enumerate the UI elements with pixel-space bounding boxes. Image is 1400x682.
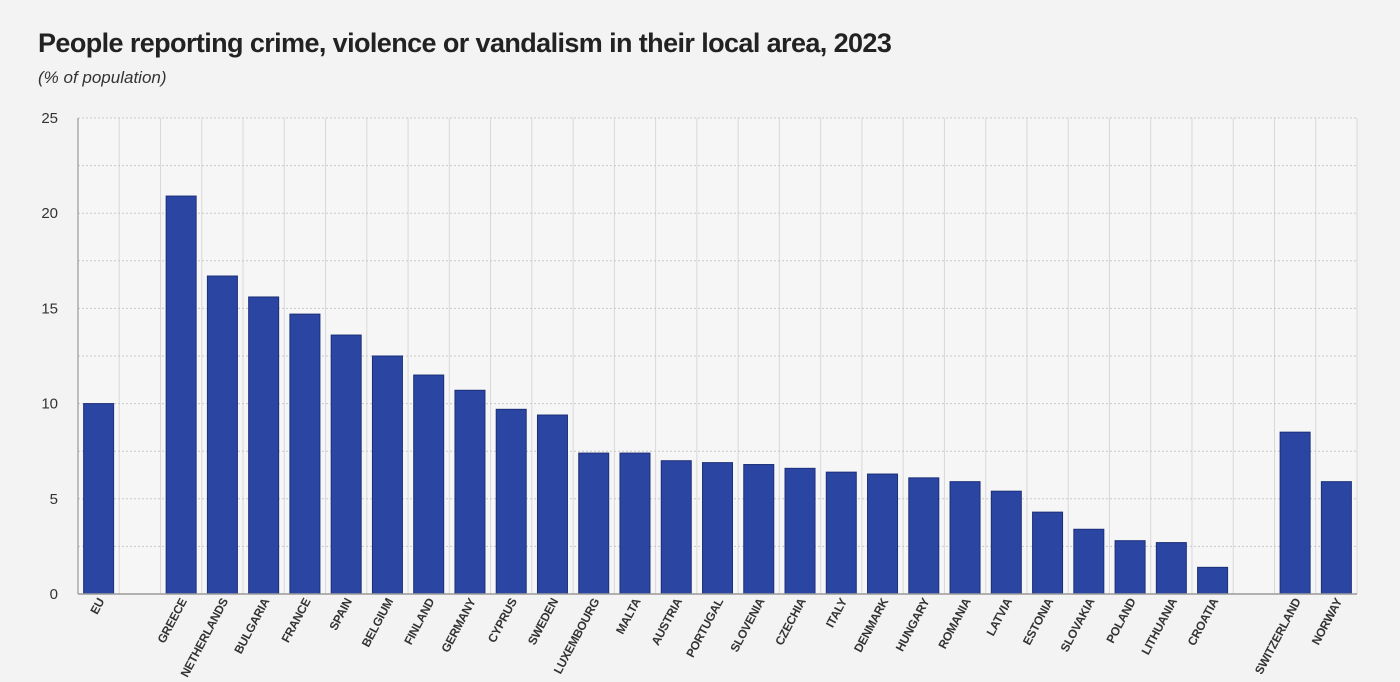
- x-tick-label: CZECHIA: [772, 595, 809, 647]
- x-tick-label: EU: [87, 596, 107, 617]
- bar-portugal: [702, 462, 733, 595]
- bar-norway: [1320, 481, 1352, 595]
- x-tick-label: FRANCE: [279, 596, 314, 645]
- x-tick-label: BULGARIA: [231, 595, 272, 656]
- x-tick-label: LITHUANIA: [1139, 595, 1181, 657]
- x-tick-label: AUSTRIA: [648, 595, 685, 647]
- x-tick-label: ROMANIA: [935, 595, 974, 651]
- bar-poland: [1114, 540, 1146, 595]
- bar-lithuania: [1155, 542, 1187, 595]
- bar-cyprus: [495, 408, 527, 595]
- bar-austria: [660, 460, 692, 595]
- x-tick-label: SWEDEN: [525, 596, 561, 647]
- y-tick-label: 15: [41, 300, 58, 317]
- bar-germany: [454, 389, 486, 595]
- bar-eu: [83, 403, 115, 595]
- bar-croatia: [1197, 566, 1229, 595]
- x-tick-label: SLOVENIA: [727, 595, 767, 654]
- bar-latvia: [990, 490, 1022, 595]
- bar-malta: [619, 452, 651, 595]
- x-tick-label: NORWAY: [1309, 596, 1345, 648]
- bar-belgium: [371, 355, 403, 595]
- bar-czechia: [784, 467, 816, 595]
- bar-greece: [165, 195, 197, 595]
- bar-netherlands: [206, 275, 238, 595]
- x-tick-label: ITALY: [823, 596, 850, 630]
- chart-title: People reporting crime, violence or vand…: [38, 28, 892, 58]
- y-tick-label: 10: [41, 396, 58, 413]
- bar-romania: [949, 481, 981, 595]
- x-tick-label: GERMANY: [438, 596, 478, 655]
- x-tick-label: POLAND: [1103, 595, 1139, 645]
- x-tick-label: FINLAND: [401, 595, 437, 647]
- x-tick-label: HUNGARY: [893, 596, 933, 654]
- bar-switzerland: [1279, 431, 1311, 595]
- bar-italy: [825, 471, 857, 595]
- x-tick-label: LATVIA: [984, 595, 1016, 638]
- bar-sweden: [536, 414, 568, 595]
- x-tick-label: SLOVAKIA: [1058, 595, 1098, 654]
- chart-subtitle: (% of population): [38, 68, 167, 87]
- x-tick-label: SWITZERLAND: [1252, 595, 1304, 676]
- x-tick-label: BELGIUM: [359, 596, 396, 650]
- x-tick-label: LUXEMBOURG: [551, 596, 603, 676]
- y-tick-label: 25: [41, 110, 58, 127]
- bar-slovenia: [743, 464, 775, 595]
- x-tick-label: CROATIA: [1185, 595, 1222, 648]
- bar-bulgaria: [248, 296, 280, 595]
- bar-hungary: [908, 477, 940, 595]
- y-tick-label: 0: [50, 586, 58, 603]
- y-tick-label: 20: [41, 205, 58, 222]
- bar-luxembourg: [578, 452, 610, 595]
- x-tick-label: ESTONIA: [1020, 595, 1057, 647]
- x-tick-label: CYPRUS: [485, 596, 520, 645]
- x-tick-label: SPAIN: [326, 596, 354, 633]
- bar-spain: [330, 334, 362, 595]
- x-tick-label: MALTA: [613, 595, 644, 636]
- bar-estonia: [1032, 511, 1064, 595]
- bar-denmark: [867, 473, 899, 595]
- x-tick-label: PORTUGAL: [683, 596, 726, 660]
- x-tick-label: GREECE: [154, 596, 189, 646]
- x-tick-label: DENMARK: [851, 595, 891, 654]
- bar-finland: [413, 374, 445, 595]
- bar-france: [289, 313, 321, 595]
- y-tick-label: 5: [50, 491, 58, 508]
- bar-slovakia: [1073, 528, 1105, 595]
